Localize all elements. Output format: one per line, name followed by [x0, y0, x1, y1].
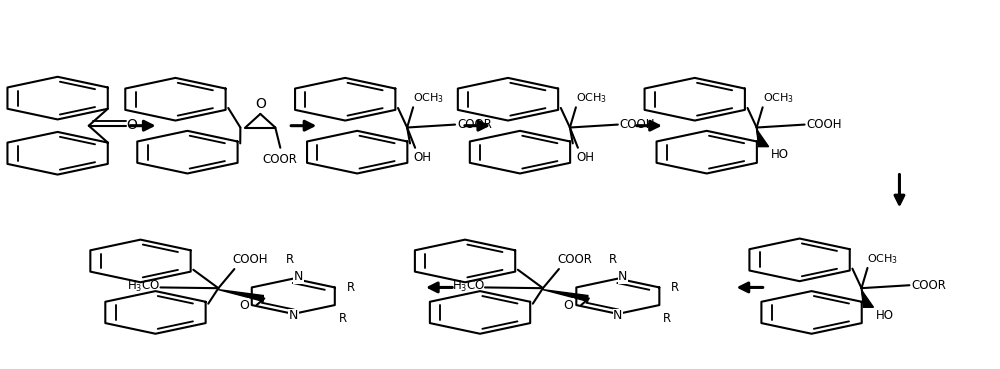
- Text: COOR: COOR: [911, 279, 946, 292]
- Text: OCH$_3$: OCH$_3$: [763, 92, 794, 106]
- Text: COOR: COOR: [263, 152, 298, 166]
- Text: R: R: [609, 253, 617, 266]
- Text: OCH$_3$: OCH$_3$: [576, 92, 607, 106]
- Polygon shape: [543, 290, 588, 301]
- Polygon shape: [861, 290, 873, 307]
- Text: R: R: [347, 281, 355, 294]
- Text: N: N: [289, 309, 298, 322]
- Text: COOR: COOR: [457, 118, 492, 131]
- Text: N: N: [618, 270, 628, 283]
- Text: R: R: [671, 281, 679, 294]
- Text: O: O: [563, 299, 573, 311]
- Text: COOH: COOH: [620, 118, 655, 131]
- Text: O: O: [127, 118, 138, 132]
- Text: R: R: [339, 312, 347, 325]
- Text: O: O: [239, 299, 249, 311]
- Text: OCH$_3$: OCH$_3$: [867, 252, 899, 266]
- Polygon shape: [757, 130, 769, 146]
- Text: N: N: [294, 270, 303, 283]
- Text: OH: OH: [576, 151, 594, 165]
- Text: OH: OH: [413, 151, 431, 165]
- Text: H$_3$CO: H$_3$CO: [127, 279, 160, 294]
- Text: R: R: [663, 312, 671, 325]
- Text: HO: HO: [771, 148, 789, 161]
- Text: O: O: [255, 97, 266, 111]
- Text: H$_3$CO: H$_3$CO: [452, 279, 485, 294]
- Text: COOH: COOH: [807, 118, 842, 131]
- Text: HO: HO: [875, 309, 893, 322]
- Text: COOH: COOH: [232, 253, 268, 266]
- Text: COOR: COOR: [557, 253, 592, 266]
- Text: R: R: [286, 253, 294, 266]
- Text: OCH$_3$: OCH$_3$: [413, 92, 444, 106]
- Text: N: N: [613, 309, 623, 322]
- Polygon shape: [218, 290, 263, 301]
